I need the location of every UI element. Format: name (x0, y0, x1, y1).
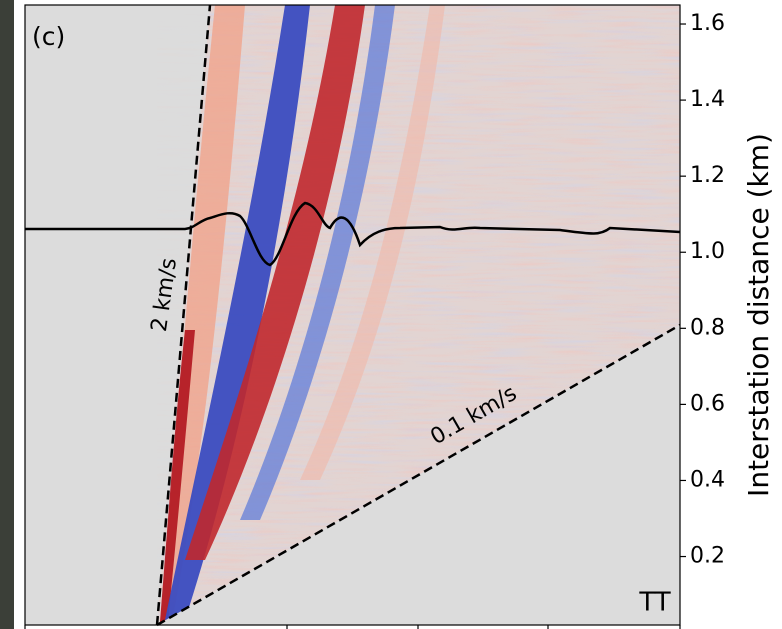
y-tick-label: 0.4 (690, 467, 725, 492)
y-tick-label: 0.6 (690, 391, 725, 416)
velocity-line (155, 4, 212, 626)
y-tick-label: 0.2 (690, 544, 725, 569)
annotation: TT (638, 588, 670, 618)
x-ticks (24, 625, 681, 629)
y-tick-label: 1.6 (690, 11, 725, 36)
velocity-line (156, 323, 681, 627)
y-tick-label: 1.2 (690, 163, 725, 188)
plot-frame (24, 4, 681, 626)
panel-label: (c) (32, 22, 65, 51)
y-tick-label: 1.4 (690, 87, 725, 112)
y-tick-label: 0.8 (690, 315, 725, 340)
y-axis-label: Interstation distance (km) (742, 133, 775, 497)
neighbor-panel-edge (0, 0, 14, 629)
y-tick-label: 1.0 (690, 239, 725, 264)
heatmap-image (25, 5, 680, 625)
average-trace (25, 201, 681, 267)
